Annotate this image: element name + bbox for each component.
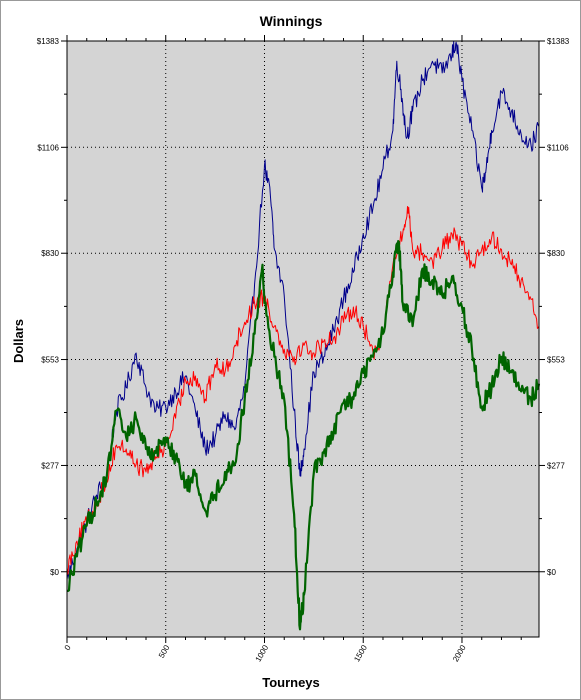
y-axis-title: Dollars xyxy=(11,319,26,363)
series-layer xyxy=(66,41,541,631)
y-tick-label-right: $0 xyxy=(547,568,556,577)
y-tick-label-right: $1106 xyxy=(547,143,569,152)
y-tick-label-right: $553 xyxy=(547,356,565,365)
y-tick-labels-left: $0 $277 $553 $830 $1106 $1383 xyxy=(37,37,60,577)
y-tick-label-right: $1383 xyxy=(547,37,570,46)
plot-border xyxy=(66,40,540,638)
y-tick-label-left: $830 xyxy=(41,249,59,258)
plot-background xyxy=(67,41,539,637)
x-tick-label: 1500 xyxy=(352,643,369,663)
y-tick-labels-right: $0 $277 $553 $830 $1106 $1383 xyxy=(547,37,570,577)
y-tick-label-right: $277 xyxy=(547,461,565,470)
y-tick-label-left: $1106 xyxy=(37,143,59,152)
y-tick-label-left: $277 xyxy=(41,461,59,470)
x-tick-label: 0 xyxy=(63,643,73,652)
y-tick-label-left: $0 xyxy=(50,568,59,577)
y-tick-label-left: $553 xyxy=(41,356,59,365)
y-tick-label-right: $830 xyxy=(547,249,565,258)
series-line-1 xyxy=(66,206,540,575)
tick-marks xyxy=(61,35,545,643)
x-axis-title: Tourneys xyxy=(262,675,320,690)
x-tick-labels: 0 500 1000 1500 2000 xyxy=(63,643,468,663)
x-tick-label: 2000 xyxy=(451,643,468,663)
series-line-2 xyxy=(66,240,541,631)
chart-title: Winnings xyxy=(260,13,323,29)
series-line-0 xyxy=(66,41,540,580)
x-tick-label: 500 xyxy=(157,643,172,660)
y-tick-label-left: $1383 xyxy=(37,37,60,46)
x-tick-label: 1000 xyxy=(254,643,271,663)
